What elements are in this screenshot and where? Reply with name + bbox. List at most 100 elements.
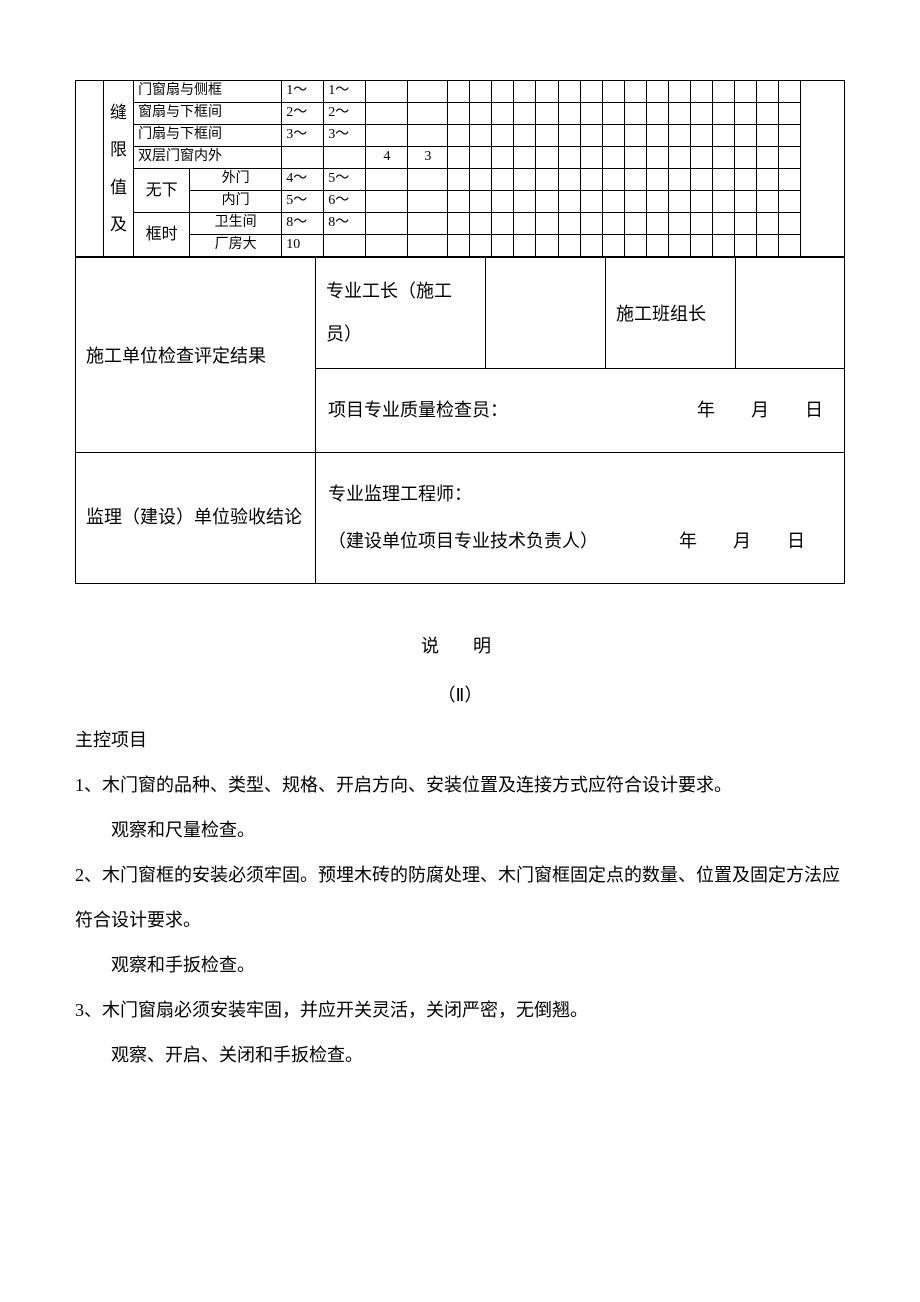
- grid-cell: [492, 169, 514, 191]
- foreman-label: 专业工长（施工员）: [316, 258, 486, 369]
- cell: [408, 81, 448, 103]
- grid-cell: [492, 103, 514, 125]
- grid-cell: [448, 235, 470, 257]
- grid-cell: [668, 147, 690, 169]
- explain-heading: 主控项目: [75, 718, 845, 763]
- grid-cell: [734, 81, 756, 103]
- cell: 8～: [324, 213, 366, 235]
- grid-cell: [492, 81, 514, 103]
- grid-cell: [448, 81, 470, 103]
- grid-cell: [514, 125, 536, 147]
- cell: [366, 125, 408, 147]
- construction-unit-result-label: 施工单位检查评定结果: [76, 258, 316, 453]
- cell: [366, 213, 408, 235]
- cell: [366, 81, 408, 103]
- item-num: 3、: [75, 1000, 102, 1020]
- grid-cell: [668, 81, 690, 103]
- grid-cell: [646, 191, 668, 213]
- grid-cell: [624, 147, 646, 169]
- spec-table: 缝限值及 门窗扇与侧框 1～ 1～ 窗扇与下框间 2～ 2～ 门扇与下框间 3～…: [75, 80, 845, 257]
- grid-cell: [602, 125, 624, 147]
- explain-item-2: 2、木门窗框的安装必须牢固。预埋木砖的防腐处理、木门窗框固定点的数量、位置及固定…: [75, 853, 845, 943]
- grid-cell: [756, 125, 778, 147]
- grid-cell: [646, 103, 668, 125]
- grid-cell: [778, 235, 800, 257]
- grid-cell: [470, 103, 492, 125]
- grid-cell: [448, 191, 470, 213]
- grid-cell: [734, 103, 756, 125]
- grid-cell: [690, 213, 712, 235]
- cell: 4: [366, 147, 408, 169]
- grid-cell: [756, 81, 778, 103]
- grid-cell: [470, 191, 492, 213]
- cell: [408, 235, 448, 257]
- cell: 2～: [282, 103, 324, 125]
- explain-item-3: 3、木门窗扇必须安装牢固，并应开关灵活，关闭严密，无倒翘。: [75, 988, 845, 1033]
- grid-cell: [624, 125, 646, 147]
- grid-cell: [646, 125, 668, 147]
- grid-cell: [558, 81, 580, 103]
- grid-cell: [558, 213, 580, 235]
- grid-cell: [558, 125, 580, 147]
- cell: 4～: [282, 169, 324, 191]
- grid-cell: [514, 213, 536, 235]
- grid-cell: [558, 235, 580, 257]
- grid-cell: [756, 169, 778, 191]
- cell: [324, 147, 366, 169]
- grid-cell: [536, 103, 558, 125]
- grid-cell: [778, 213, 800, 235]
- cell: [408, 103, 448, 125]
- grid-cell: [734, 213, 756, 235]
- grid-cell: [558, 103, 580, 125]
- grid-cell: [558, 191, 580, 213]
- item-num: 2、: [75, 865, 102, 885]
- grid-cell: [448, 103, 470, 125]
- grid-cell: [690, 125, 712, 147]
- grid-cell: [624, 235, 646, 257]
- grid-cell: [602, 191, 624, 213]
- explain-sub: （Ⅱ）: [75, 673, 845, 718]
- grid-cell: [580, 235, 602, 257]
- outer-side-col: [76, 81, 104, 257]
- grid-cell: [470, 235, 492, 257]
- cell: 6～: [324, 191, 366, 213]
- grid-cell: [536, 125, 558, 147]
- foreman-value: [486, 258, 606, 369]
- grid-cell: [734, 235, 756, 257]
- item-text: 木门窗框的安装必须牢固。预埋木砖的防腐处理、木门窗框固定点的数量、位置及固定方法…: [75, 865, 840, 930]
- explanation-section: 说 明 （Ⅱ） 主控项目 1、木门窗的品种、类型、规格、开启方向、安装位置及连接…: [75, 624, 845, 1078]
- grid-cell: [492, 191, 514, 213]
- explain-note-3: 观察、开启、关闭和手扳检查。: [75, 1033, 845, 1078]
- grid-cell: [646, 147, 668, 169]
- cell: 10: [282, 235, 324, 257]
- grid-cell: [734, 147, 756, 169]
- subgroup-left-top: 无下: [134, 169, 190, 213]
- grid-cell: [492, 147, 514, 169]
- grid-cell: [668, 213, 690, 235]
- grid-cell: [668, 169, 690, 191]
- grid-cell: [756, 191, 778, 213]
- grid-cell: [602, 235, 624, 257]
- cell: 5～: [282, 191, 324, 213]
- grid-cell: [536, 169, 558, 191]
- grid-cell: [778, 125, 800, 147]
- grid-cell: [580, 103, 602, 125]
- team-leader-label: 施工班组长: [606, 258, 736, 369]
- explain-title: 说 明: [75, 624, 845, 669]
- grid-cell: [646, 235, 668, 257]
- grid-cell: [690, 235, 712, 257]
- side-label: 缝限值及: [104, 81, 134, 257]
- cell: [366, 169, 408, 191]
- grid-cell: [470, 147, 492, 169]
- grid-cell: [778, 81, 800, 103]
- cell: [366, 103, 408, 125]
- cell: [408, 125, 448, 147]
- cell: [324, 235, 366, 257]
- grid-cell: [514, 103, 536, 125]
- grid-cell: [580, 191, 602, 213]
- grid-cell: [492, 125, 514, 147]
- grid-cell: [712, 191, 734, 213]
- grid-cell: [580, 81, 602, 103]
- grid-cell: [580, 147, 602, 169]
- grid-cell: [536, 147, 558, 169]
